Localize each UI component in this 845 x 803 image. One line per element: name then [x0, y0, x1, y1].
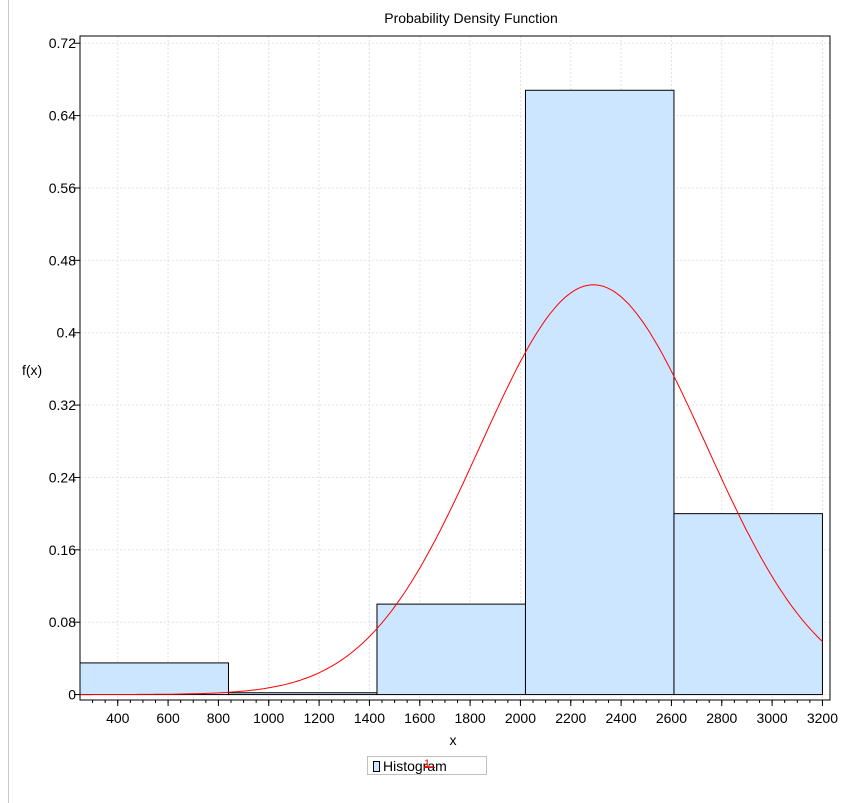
- y-tick-label: 0.56: [49, 180, 76, 196]
- x-tick-label: 2600: [656, 710, 687, 726]
- histogram-bar-4: [524, 89, 675, 696]
- y-axis-ticks: 0 0.08 0.16 0.24 0.32 0.4 0.48 0.56 0.64 0.72: [49, 35, 80, 703]
- y-tick-label: 0.72: [49, 35, 76, 51]
- x-tick-label: 1600: [404, 710, 435, 726]
- histogram-bars: [79, 89, 823, 696]
- histogram-bar-3: [376, 603, 526, 696]
- x-tick-label: 400: [106, 710, 130, 726]
- histogram-bar-5: [673, 513, 823, 696]
- window-left-border: [8, 0, 9, 803]
- x-axis-label: x: [450, 732, 457, 748]
- legend-curve-label: 1: [424, 758, 431, 770]
- histogram-bar-2: [227, 692, 378, 696]
- x-tick-label: 1400: [354, 710, 385, 726]
- histogram-bar-1: [79, 662, 229, 696]
- y-tick-label: 0.24: [49, 469, 76, 485]
- chart-legend: Histogram 1: [367, 756, 487, 775]
- x-axis-ticks: 400 600 800 1000 1200 1400 1600 1800 2000 2200 240…: [92, 700, 838, 726]
- x-tick-label: 1200: [304, 710, 335, 726]
- y-tick-label: 0.48: [49, 252, 76, 268]
- x-tick-label: 2400: [606, 710, 637, 726]
- y-tick-label: 0: [68, 687, 76, 703]
- y-tick-label: 0.16: [49, 542, 76, 558]
- legend-histogram-swatch: [373, 761, 380, 772]
- x-tick-label: 800: [207, 710, 231, 726]
- plot-frame: [79, 35, 831, 701]
- chart-title: Probability Density Function: [384, 10, 558, 26]
- x-tick-label: 3000: [757, 710, 788, 726]
- x-tick-label: 600: [156, 710, 180, 726]
- y-axis-label: f(x): [22, 362, 42, 378]
- y-tick-label: 0.32: [49, 397, 76, 413]
- x-tick-label: 3200: [807, 710, 838, 726]
- density-curve: [80, 284, 823, 696]
- y-tick-label: 0.4: [57, 325, 77, 341]
- legend-curve-line: [424, 767, 435, 768]
- y-tick-label: 0.08: [49, 614, 76, 630]
- x-tick-label: 1800: [455, 710, 486, 726]
- density-curve-layer: [80, 284, 823, 696]
- x-tick-label: 2000: [505, 710, 536, 726]
- x-tick-label: 1000: [253, 710, 284, 726]
- legend-histogram-label: Histogram: [383, 758, 447, 774]
- x-tick-label: 2200: [555, 710, 586, 726]
- y-tick-label: 0.64: [49, 108, 76, 124]
- x-tick-label: 2800: [706, 710, 737, 726]
